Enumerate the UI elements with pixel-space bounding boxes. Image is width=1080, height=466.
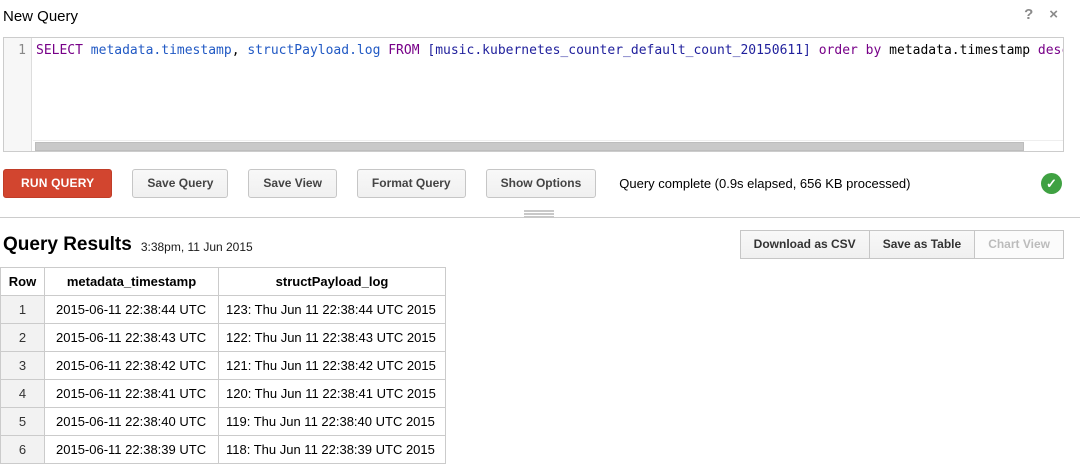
table-row: 6 2015-06-11 22:38:39 UTC 118: Thu Jun 1… (0, 435, 446, 464)
sql-token: SELECT (36, 43, 91, 58)
sql-token: metadata.timestamp (889, 43, 1038, 58)
query-toolbar: RUN QUERY Save Query Save View Format Qu… (0, 152, 1080, 198)
download-as-csv-button[interactable]: Download as CSV (739, 230, 870, 259)
log-cell: 118: Thu Jun 11 22:38:39 UTC 2015 (218, 435, 446, 464)
column-header-row: Row (0, 267, 45, 296)
editor-line-number-gutter: 1 (4, 38, 32, 151)
table-row: 1 2015-06-11 22:38:44 UTC 123: Thu Jun 1… (0, 295, 446, 324)
sql-token: structPayload.log (247, 43, 381, 58)
results-table: Row metadata_timestamp structPayload_log… (0, 267, 446, 464)
row-number: 6 (0, 435, 45, 464)
results-actions: Download as CSV Save as Table Chart View (739, 230, 1064, 259)
line-number: 1 (18, 43, 26, 58)
timestamp-cell: 2015-06-11 22:38:42 UTC (44, 351, 219, 380)
panel-divider (0, 210, 1080, 218)
sql-token: , (231, 43, 248, 58)
save-as-table-button[interactable]: Save as Table (868, 230, 976, 259)
table-row: 2 2015-06-11 22:38:43 UTC 122: Thu Jun 1… (0, 323, 446, 352)
scrollbar-thumb[interactable] (35, 142, 1024, 151)
log-cell: 123: Thu Jun 11 22:38:44 UTC 2015 (218, 295, 446, 324)
query-complete-check-icon[interactable]: ✓ (1041, 173, 1062, 194)
row-number: 1 (0, 295, 45, 324)
query-status-text: Query complete (0.9s elapsed, 656 KB pro… (619, 176, 911, 191)
row-number: 4 (0, 379, 45, 408)
sql-token: metadata.timestamp (90, 43, 232, 58)
table-row: 4 2015-06-11 22:38:41 UTC 120: Thu Jun 1… (0, 379, 446, 408)
table-row: 3 2015-06-11 22:38:42 UTC 121: Thu Jun 1… (0, 351, 446, 380)
table-header-row: Row metadata_timestamp structPayload_log (0, 267, 446, 296)
page-title: New Query (3, 8, 79, 25)
table-row: 5 2015-06-11 22:38:40 UTC 119: Thu Jun 1… (0, 407, 446, 436)
log-cell: 119: Thu Jun 11 22:38:40 UTC 2015 (218, 407, 446, 436)
close-icon[interactable]: × (1049, 6, 1058, 23)
row-number: 2 (0, 323, 45, 352)
log-cell: 120: Thu Jun 11 22:38:41 UTC 2015 (218, 379, 446, 408)
sql-token (811, 43, 819, 58)
row-number: 3 (0, 351, 45, 380)
log-cell: 121: Thu Jun 11 22:38:42 UTC 2015 (218, 351, 446, 380)
column-header-structpayload-log: structPayload_log (218, 267, 446, 296)
row-number: 5 (0, 407, 45, 436)
timestamp-cell: 2015-06-11 22:38:39 UTC (44, 435, 219, 464)
resize-handle[interactable] (524, 210, 554, 219)
timestamp-cell: 2015-06-11 22:38:40 UTC (44, 407, 219, 436)
sql-token: desc (1037, 43, 1063, 58)
help-icon[interactable]: ? (1024, 6, 1034, 23)
editor-horizontal-scrollbar[interactable] (33, 140, 1063, 151)
header-icons: ? × (1024, 6, 1058, 23)
timestamp-cell: 2015-06-11 22:38:44 UTC (44, 295, 219, 324)
sql-token: order by (818, 43, 890, 58)
results-header: Query Results 3:38pm, 11 Jun 2015 Downlo… (0, 218, 1080, 259)
log-cell: 122: Thu Jun 11 22:38:43 UTC 2015 (218, 323, 446, 352)
sql-token: FROM (388, 43, 428, 58)
results-title: Query Results (3, 233, 132, 255)
results-timestamp: 3:38pm, 11 Jun 2015 (140, 240, 253, 254)
column-header-metadata-timestamp: metadata_timestamp (44, 267, 219, 296)
sql-query-text[interactable]: SELECT metadata.timestamp, structPayload… (32, 38, 1063, 151)
format-query-button[interactable]: Format Query (356, 169, 466, 198)
save-view-button[interactable]: Save View (248, 169, 337, 198)
timestamp-cell: 2015-06-11 22:38:43 UTC (44, 323, 219, 352)
run-query-button[interactable]: RUN QUERY (3, 169, 113, 198)
window-header: New Query ? × (0, 0, 1080, 37)
sql-editor[interactable]: 1 SELECT metadata.timestamp, structPaylo… (3, 37, 1064, 152)
timestamp-cell: 2015-06-11 22:38:41 UTC (44, 379, 219, 408)
chart-view-button: Chart View (974, 230, 1064, 259)
save-query-button[interactable]: Save Query (132, 169, 229, 198)
sql-token: [music.kubernetes_counter_default_count_… (427, 43, 811, 58)
show-options-button[interactable]: Show Options (485, 169, 597, 198)
